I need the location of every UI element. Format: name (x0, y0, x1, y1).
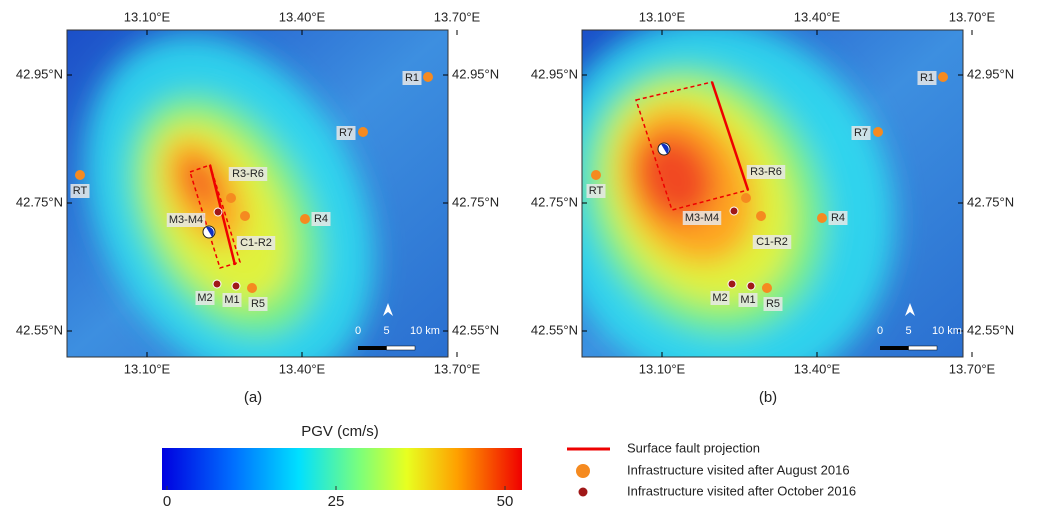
site-label: RT (589, 185, 604, 197)
site-marker (358, 127, 368, 137)
site-label: M2 (712, 292, 727, 304)
lon-tick-label: 13.40°E (279, 361, 326, 376)
lat-tick-label: 42.75°N (967, 194, 1014, 209)
site-label: M3-M4 (169, 214, 203, 226)
site-label: R3-R6 (750, 166, 782, 178)
site-marker (817, 213, 827, 223)
site-marker (762, 283, 772, 293)
scale-label: 0 (355, 325, 361, 337)
lon-tick-label: 13.40°E (794, 9, 841, 24)
legend-label: Infrastructure visited after October 201… (627, 483, 856, 498)
site-marker (591, 170, 601, 180)
site-label: C1-R2 (240, 237, 272, 249)
site-marker (730, 207, 738, 215)
lon-tick-label: 13.40°E (794, 361, 841, 376)
site-marker (741, 193, 751, 203)
scale-bar (880, 346, 909, 350)
site-label: R1 (920, 72, 934, 84)
site-marker (747, 282, 755, 290)
scale-label: 10 km (932, 325, 962, 337)
panel-label: (b) (759, 389, 777, 406)
site-label: M3-M4 (685, 212, 719, 224)
legend-label: Surface fault projection (627, 440, 760, 455)
legend-august (576, 464, 590, 478)
site-marker (873, 127, 883, 137)
lon-tick-label: 13.40°E (279, 9, 326, 24)
site-label: R4 (831, 212, 845, 224)
site-marker (300, 214, 310, 224)
lat-tick-label: 42.55°N (452, 322, 499, 337)
lat-tick-label: 42.95°N (531, 66, 578, 81)
site-marker (226, 193, 236, 203)
site-label: R7 (339, 127, 353, 139)
lat-tick-label: 42.75°N (531, 194, 578, 209)
site-label: R3-R6 (232, 168, 264, 180)
site-label: R5 (766, 298, 780, 310)
site-label: M2 (197, 292, 212, 304)
lon-tick-label: 13.70°E (949, 9, 996, 24)
site-marker (728, 280, 736, 288)
scale-label: 5 (905, 325, 911, 337)
scale-label: 5 (383, 325, 389, 337)
site-label: R5 (251, 298, 265, 310)
scale-bar (909, 346, 938, 350)
lon-tick-label: 13.10°E (639, 361, 686, 376)
site-label: M1 (224, 294, 239, 306)
lon-tick-label: 13.10°E (124, 9, 171, 24)
site-marker (423, 72, 433, 82)
site-marker (240, 211, 250, 221)
site-label: M1 (740, 294, 755, 306)
site-label: R4 (314, 213, 328, 225)
colorbar-tick-label: 25 (328, 493, 345, 507)
lon-tick-label: 13.70°E (434, 361, 481, 376)
map-panel (28, 0, 448, 434)
lat-tick-label: 42.55°N (967, 322, 1014, 337)
colorbar (162, 448, 522, 490)
site-marker (213, 280, 221, 288)
site-marker (214, 208, 222, 216)
site-marker (938, 72, 948, 82)
site-marker (247, 283, 257, 293)
lat-tick-label: 42.55°N (16, 322, 63, 337)
site-marker (756, 211, 766, 221)
lon-tick-label: 13.70°E (434, 9, 481, 24)
lon-tick-label: 13.10°E (639, 9, 686, 24)
site-label: R7 (854, 127, 868, 139)
colorbar-title: PGV (cm/s) (301, 423, 379, 440)
site-marker (232, 282, 240, 290)
scale-bar (387, 346, 416, 350)
site-label: R1 (405, 72, 419, 84)
lat-tick-label: 42.55°N (531, 322, 578, 337)
scale-label: 0 (877, 325, 883, 337)
lat-tick-label: 42.75°N (452, 194, 499, 209)
scale-bar (358, 346, 387, 350)
lat-tick-label: 42.95°N (967, 66, 1014, 81)
site-marker (75, 170, 85, 180)
figure: 13.10°E 13.10°E 13.40°E 13.40°E 13.70°E 13.70… (0, 0, 1038, 507)
panel-label: (a) (244, 389, 262, 406)
site-label: C1-R2 (756, 236, 788, 248)
legend-label: Infrastructure visited after August 2016 (627, 462, 850, 477)
lat-tick-label: 42.95°N (452, 66, 499, 81)
legend-october (579, 488, 588, 497)
colorbar-tick-label: 0 (163, 493, 171, 507)
scale-label: 10 km (410, 325, 440, 337)
lon-tick-label: 13.10°E (124, 361, 171, 376)
colorbar-tick-label: 50 (497, 493, 514, 507)
site-label: RT (73, 185, 88, 197)
lat-tick-label: 42.95°N (16, 66, 63, 81)
lon-tick-label: 13.70°E (949, 361, 996, 376)
lat-tick-label: 42.75°N (16, 194, 63, 209)
